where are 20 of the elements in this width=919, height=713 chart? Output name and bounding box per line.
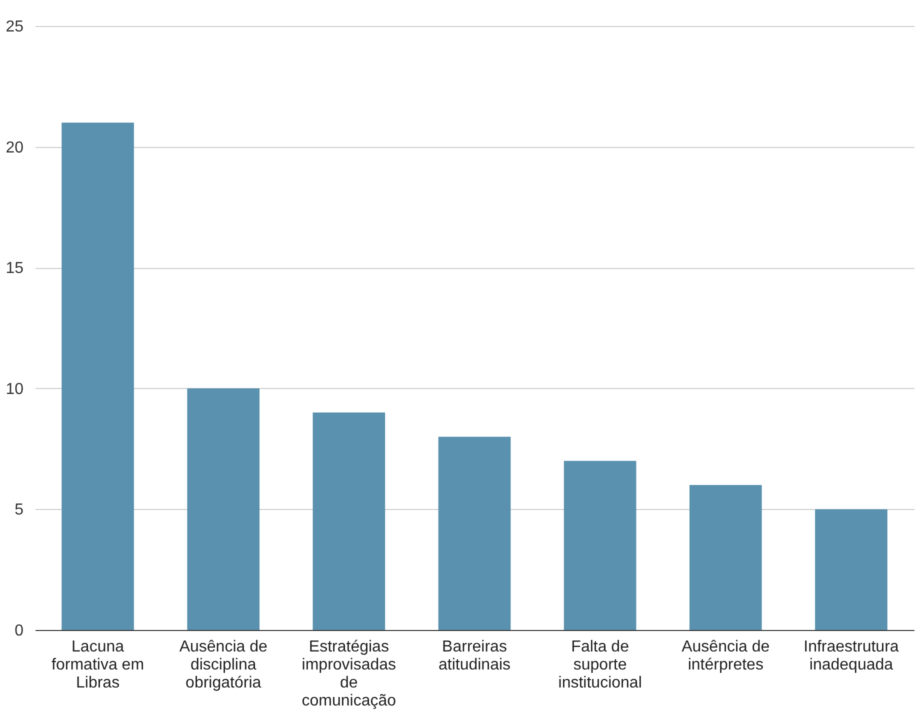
bar	[187, 388, 260, 630]
y-tick-label: 10	[6, 380, 24, 398]
bar	[312, 412, 386, 630]
y-tick-label: 25	[6, 18, 24, 36]
bar	[564, 460, 636, 630]
bar	[815, 509, 888, 630]
bar	[689, 485, 762, 630]
x-tick-label: Infraestrutura inadequada	[804, 638, 899, 674]
y-tick-label: 5	[14, 502, 24, 519]
x-tick-label: Barreiras atitudinais	[438, 638, 511, 674]
x-tick-label: Ausência de disciplina obrigatória	[179, 638, 268, 692]
bar	[62, 122, 134, 630]
y-tick-label: 20	[6, 139, 24, 156]
y-tick-label: 15	[6, 260, 24, 278]
bar	[438, 436, 511, 630]
x-tick-label: Falta de suporte institucional	[558, 638, 642, 692]
x-tick-label: Ausência de intérpretes	[682, 638, 770, 674]
x-tick-label: Lacuna formativa em Libras	[52, 638, 144, 692]
y-tick-label: 0	[14, 622, 24, 640]
x-tick-label: Estratégias improvisadas de comunicação	[302, 638, 396, 710]
